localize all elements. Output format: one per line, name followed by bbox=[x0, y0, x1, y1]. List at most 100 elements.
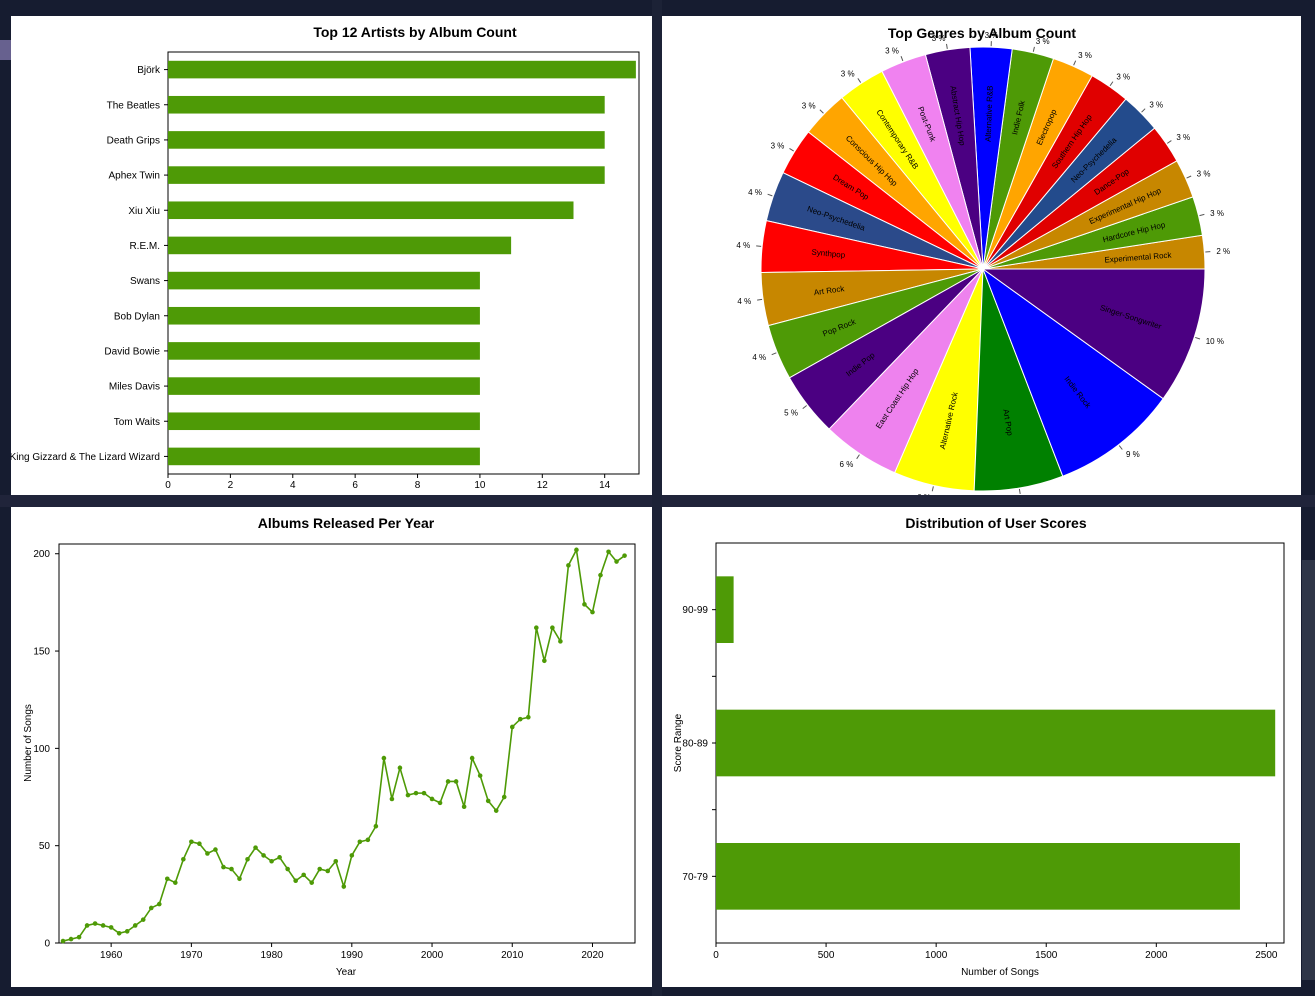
data-point bbox=[124, 929, 130, 934]
pct-label: 3 % bbox=[802, 102, 816, 111]
data-point bbox=[566, 563, 571, 568]
pct-label: 4 % bbox=[752, 353, 766, 362]
data-point bbox=[614, 559, 619, 564]
pct-leader bbox=[756, 245, 762, 247]
pct-label: 6 % bbox=[917, 493, 931, 495]
data-point bbox=[509, 724, 515, 730]
bar bbox=[168, 131, 605, 149]
data-point bbox=[84, 923, 90, 928]
data-point bbox=[485, 798, 491, 804]
y-tick-label: The Beatles bbox=[107, 100, 160, 111]
data-point bbox=[68, 936, 74, 942]
pct-leader bbox=[767, 193, 773, 197]
x-tick-label: 1990 bbox=[341, 950, 364, 961]
x-tick-label: 2020 bbox=[581, 950, 604, 961]
data-point bbox=[317, 866, 323, 872]
y-axis-label: Number of Songs bbox=[23, 704, 34, 782]
data-point bbox=[197, 841, 202, 847]
y-tick-label: Bob Dylan bbox=[114, 311, 160, 322]
data-point bbox=[542, 658, 547, 664]
bar bbox=[168, 377, 480, 395]
slice-label: Alternative R&B bbox=[984, 85, 995, 142]
x-tick-label: 6 bbox=[352, 480, 358, 491]
x-tick-label: 12 bbox=[537, 480, 549, 491]
x-tick-label: 1980 bbox=[260, 950, 283, 961]
data-point bbox=[590, 609, 595, 615]
bar bbox=[716, 843, 1240, 910]
user-scores-panel: Distribution of User Scores Number of So… bbox=[662, 507, 1301, 987]
y-tick-label: Xiu Xiu bbox=[128, 206, 160, 217]
data-point bbox=[60, 938, 66, 944]
y-tick-label: 80-89 bbox=[682, 739, 708, 750]
pct-leader bbox=[1032, 46, 1035, 52]
series-line bbox=[62, 547, 626, 942]
data-point bbox=[373, 823, 379, 829]
data-point bbox=[148, 905, 154, 911]
data-point bbox=[100, 923, 106, 928]
pct-leader bbox=[1166, 140, 1172, 144]
y-tick-label: 70-79 bbox=[682, 872, 708, 883]
data-point bbox=[333, 858, 339, 864]
data-point bbox=[501, 794, 507, 800]
pct-leader bbox=[1186, 175, 1192, 179]
data-point bbox=[429, 796, 435, 802]
x-tick-label: 2000 bbox=[1145, 950, 1168, 961]
albums-per-year-line-chart: Albums Released Per Year Year Number of … bbox=[23, 515, 636, 978]
pct-leader bbox=[1109, 81, 1114, 87]
pct-leader bbox=[857, 78, 862, 83]
data-point bbox=[526, 714, 531, 720]
data-point bbox=[622, 553, 627, 558]
pct-label: 3 % bbox=[1210, 209, 1224, 218]
pct-label: 3 % bbox=[1036, 37, 1050, 46]
data-point bbox=[293, 878, 298, 884]
data-point bbox=[285, 866, 290, 872]
data-point bbox=[558, 639, 563, 644]
y-tick-label: Björk bbox=[137, 65, 161, 76]
x-tick-label: 2010 bbox=[501, 950, 524, 961]
albums-per-year-panel: Albums Released Per Year Year Number of … bbox=[11, 507, 652, 987]
pct-leader bbox=[1199, 213, 1205, 217]
slice-label: Art Pop bbox=[1001, 408, 1014, 436]
pct-leader bbox=[1073, 60, 1077, 66]
pct-leader bbox=[1195, 336, 1201, 340]
pct-label: 3 % bbox=[885, 47, 899, 56]
artists-bar-chart: Top 12 Artists by Album Count Björk The B… bbox=[11, 24, 640, 491]
data-point bbox=[413, 790, 419, 796]
x-tick-label: 14 bbox=[599, 480, 611, 491]
artists-chart-panel: Top 12 Artists by Album Count Björk The B… bbox=[11, 16, 652, 495]
data-point bbox=[445, 779, 451, 784]
y-tick-label: 0 bbox=[44, 939, 50, 950]
genres-chart-panel: Top Genres by Album Count Experimental R… bbox=[662, 16, 1301, 495]
data-point bbox=[261, 853, 266, 858]
data-point bbox=[365, 837, 371, 843]
bar bbox=[716, 576, 734, 643]
bar bbox=[716, 709, 1276, 777]
pct-label: 4 % bbox=[748, 188, 762, 197]
pct-leader bbox=[900, 56, 904, 62]
pct-leader bbox=[757, 298, 763, 301]
data-point bbox=[461, 804, 467, 810]
data-point bbox=[477, 773, 483, 778]
data-point bbox=[116, 930, 122, 936]
y-tick-label: 100 bbox=[33, 744, 50, 755]
user-scores-title: Distribution of User Scores bbox=[905, 515, 1086, 531]
data-point bbox=[517, 716, 523, 722]
data-point bbox=[357, 839, 363, 845]
pct-label: 3 % bbox=[932, 34, 946, 43]
pct-leader bbox=[946, 43, 948, 49]
data-point bbox=[181, 857, 186, 862]
pct-leader bbox=[931, 486, 934, 492]
pct-leader bbox=[856, 454, 860, 460]
data-point bbox=[493, 808, 499, 813]
pct-label: 3 % bbox=[841, 69, 855, 78]
bar bbox=[168, 60, 636, 79]
pct-label: 3 % bbox=[1078, 51, 1092, 60]
pct-label: 4 % bbox=[737, 297, 751, 306]
data-point bbox=[156, 901, 162, 907]
data-point bbox=[205, 851, 210, 856]
x-tick-label: 4 bbox=[290, 480, 296, 491]
bar bbox=[168, 306, 480, 325]
data-point bbox=[253, 845, 258, 850]
data-point bbox=[341, 884, 347, 889]
pct-label: 3 % bbox=[771, 141, 785, 150]
